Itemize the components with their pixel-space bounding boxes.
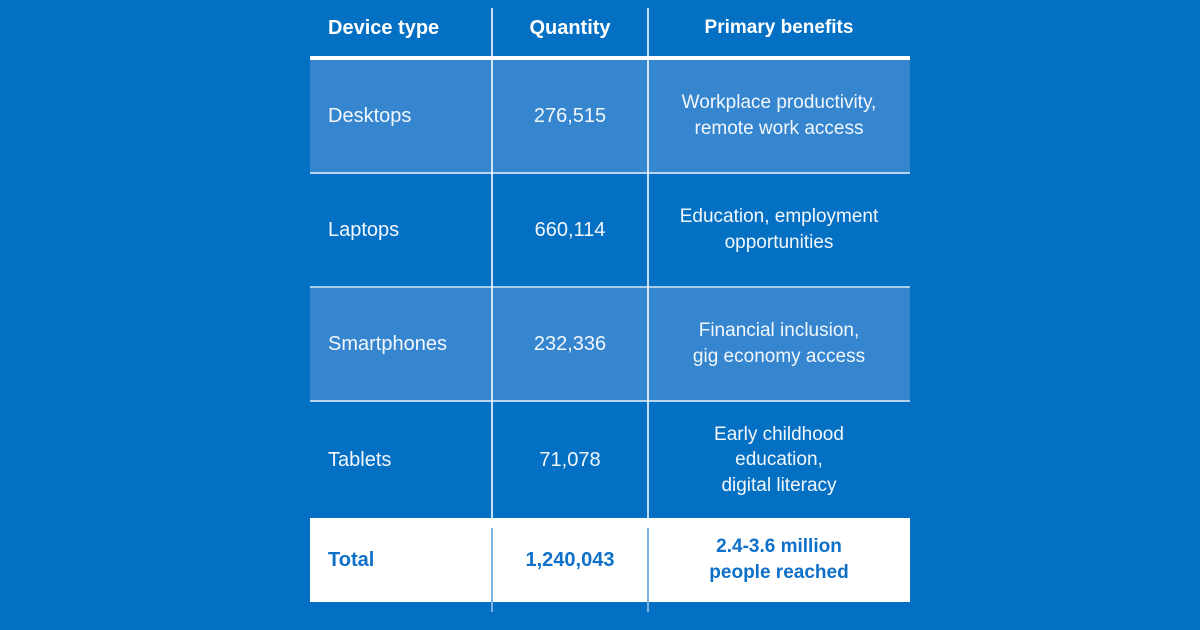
benefits-cell: Early childhood education, digital liter…	[648, 402, 910, 518]
benefit-line: Early childhood	[714, 423, 844, 445]
header-cell-primary-benefits: Primary benefits	[704, 17, 854, 39]
column-divider-total	[491, 528, 493, 612]
total-quantity-cell: 1,240,043	[525, 548, 615, 571]
table-total-row: Total 1,240,043 2.4-3.6 million people r…	[310, 518, 910, 602]
device-cell: Smartphones	[328, 332, 447, 355]
header-cell-quantity: Quantity	[529, 16, 611, 39]
benefit-line: digital literacy	[721, 474, 837, 496]
quantity-cell: 660,114	[534, 218, 606, 241]
quantity-cell: 276,515	[533, 104, 607, 127]
total-benefits-cell: 2.4-3.6 million people reached	[648, 518, 910, 602]
benefit-line: Financial inclusion,	[698, 320, 860, 342]
benefit-line: Education, employment	[679, 206, 879, 228]
benefit-line: 2.4-3.6 million	[716, 536, 842, 558]
device-distribution-table: Device type Quantity Primary benefits De…	[310, 0, 910, 612]
column-divider	[491, 8, 493, 528]
column-divider	[647, 8, 649, 528]
total-label-cell: Total	[328, 548, 375, 571]
benefits-cell: Education, employment opportunities	[648, 174, 910, 286]
benefit-line: gig economy access	[692, 346, 866, 367]
device-cell: Desktops	[328, 104, 412, 127]
benefit-line: remote work access	[694, 118, 864, 139]
benefits-cell: Workplace productivity, remote work acce…	[648, 60, 910, 172]
table-row-smartphones: Smartphones 232,336 Financial inclusion,…	[310, 288, 910, 402]
table-row-desktops: Desktops 276,515 Workplace productivity,…	[310, 60, 910, 174]
quantity-cell: 232,336	[533, 332, 607, 355]
device-cell: Laptops	[328, 218, 400, 241]
benefit-line: education,	[735, 449, 823, 471]
benefit-line: opportunities	[724, 232, 834, 253]
benefit-line: people reached	[709, 562, 849, 583]
device-cell: Tablets	[328, 448, 392, 471]
quantity-cell: 71,078	[539, 448, 601, 471]
header-cell-device-type: Device type	[328, 16, 440, 39]
column-divider-total	[647, 528, 649, 612]
benefits-cell: Financial inclusion, gig economy access	[648, 288, 910, 400]
benefit-line: Workplace productivity,	[681, 92, 877, 114]
table-row-laptops: Laptops 660,114 Education, employment op…	[310, 174, 910, 288]
table-header-row: Device type Quantity Primary benefits	[310, 0, 910, 60]
table-row-tablets: Tablets 71,078 Early childhood education…	[310, 402, 910, 518]
